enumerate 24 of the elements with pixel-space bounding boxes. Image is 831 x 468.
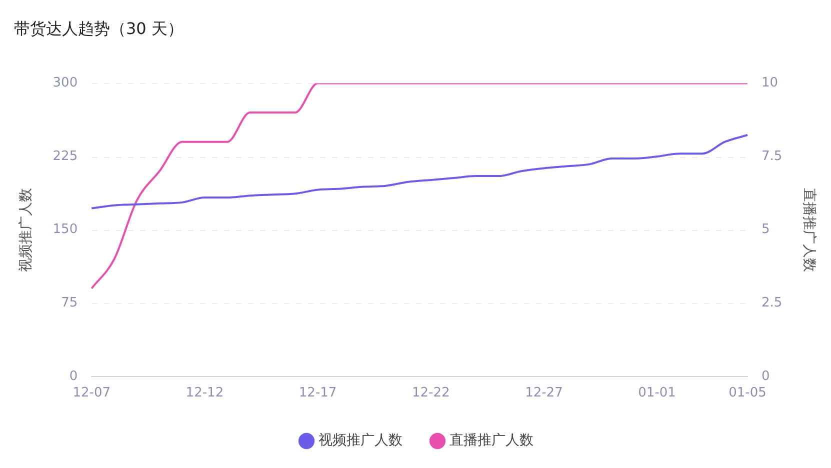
x-tick-label: 12-22 — [412, 386, 450, 401]
y-axis-title: 视频推广人数 — [18, 188, 34, 272]
x-tick-label: 12-27 — [525, 386, 563, 401]
y2-tick-label: 5 — [762, 222, 770, 238]
legend-label: 视频推广人数 — [318, 432, 402, 449]
y-tick-label: 150 — [52, 222, 78, 238]
y2-tick-label: 7.5 — [762, 148, 782, 164]
x-tick-label: 01-01 — [638, 386, 676, 401]
x-tick-label: 12-12 — [186, 386, 224, 401]
x-tick-label: 12-07 — [72, 386, 111, 401]
x-tick-label: 01-05 — [728, 386, 766, 401]
y2-tick-label: 2.5 — [762, 295, 782, 310]
y-tick-label: 300 — [52, 76, 78, 91]
y2-tick-label: 0 — [762, 368, 770, 384]
y-tick-label: 225 — [52, 148, 78, 164]
y-tick-label: 75 — [61, 295, 78, 310]
y2-axis-title: 直播推广人数 — [800, 188, 817, 272]
y2-tick-label: 10 — [762, 76, 778, 91]
chart-title: 带货达人趋势（30 天） — [14, 18, 184, 38]
legend-label: 直播推广人数 — [450, 432, 534, 449]
line-series — [90, 83, 749, 290]
line-series — [90, 134, 749, 210]
y-tick-label: 0 — [69, 368, 78, 384]
x-tick-label: 12-17 — [298, 386, 337, 401]
